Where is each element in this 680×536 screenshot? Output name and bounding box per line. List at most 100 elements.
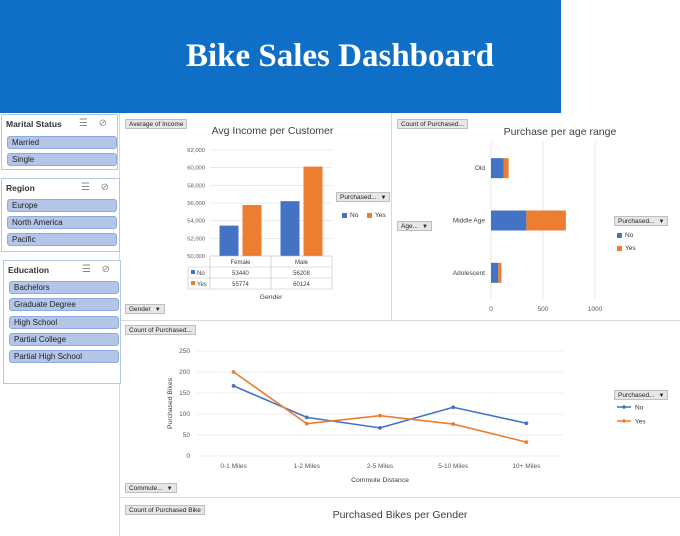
value-field-button[interactable]: Average of Income [125, 119, 188, 129]
slicer-multiselect-icon[interactable]: ☰ ⊘ [80, 182, 113, 193]
sheet-gridline [119, 320, 680, 321]
y-tick-label: 200 [179, 369, 190, 376]
data-point-no [451, 405, 456, 410]
legend-field-button[interactable]: Purchased... ▼ [614, 390, 669, 400]
slicer-item-pacific[interactable]: Pacific [7, 233, 117, 246]
legend-marker-no [622, 405, 626, 409]
bar-no-old [491, 158, 504, 179]
x-tick-label: 5-10 Miles [438, 463, 469, 470]
sheet-gridline [391, 113, 392, 320]
bar-no-female [219, 225, 239, 256]
chart-title: Purchase per age range [503, 126, 617, 138]
legend-field-button[interactable]: Purchased... ▼ [336, 192, 391, 202]
table-cell: 60124 [293, 282, 310, 288]
legend-field-label: Purchased... [618, 392, 655, 399]
y-tick-label: 60,000 [187, 166, 205, 172]
slicer-item-graduate-degree[interactable]: Graduate Degree [9, 298, 119, 311]
slicer-item-single[interactable]: Single [7, 153, 117, 166]
dropdown-icon: ▼ [166, 486, 173, 492]
slicer-title: Marital Status [6, 119, 62, 129]
dropdown-icon: ▼ [658, 219, 665, 225]
table-cell: 55774 [232, 282, 249, 288]
y-tick-label: 50 [183, 432, 191, 439]
marital-status-slicer: Marital Status ☰ ⊘ Married Single [1, 114, 118, 170]
data-point-yes [378, 413, 382, 418]
axis-field-button[interactable]: Gender ▼ [125, 304, 165, 314]
value-field-button[interactable]: Count of Purchased... [125, 325, 196, 335]
axis-field-button[interactable]: Commute... ▼ [125, 483, 177, 493]
slicer-title: Education [8, 265, 50, 275]
table-row-label: No [197, 271, 205, 277]
slicer-title: Region [6, 183, 35, 193]
legend-yes: Yes [617, 245, 636, 252]
bar-no-adolescent [491, 262, 499, 283]
data-point-no [524, 421, 529, 426]
y-tick-label: 52,000 [187, 236, 205, 242]
region-slicer: Region ☰ ⊘ Europe North America Pacific [1, 178, 120, 252]
legend-label: Yes [635, 419, 646, 426]
slicer-item-high-school[interactable]: High School [9, 316, 119, 329]
income-chart: 50,000 52,000 54,000 56,000 58,000 60,000 62,0… [187, 148, 333, 301]
axis-field-label: Commute... [129, 485, 163, 492]
legend-swatch [342, 212, 347, 218]
slicer-item-partial-college[interactable]: Partial College [9, 333, 119, 346]
axis-field-label: Age... [401, 223, 418, 230]
y-tick-label: 0 [186, 453, 190, 460]
slicer-item-partial-high-school[interactable]: Partial High School [9, 350, 119, 363]
age-chart: 0 500 1000 Old Middle Age Adolescent [453, 142, 603, 313]
y-tick-label: 54,000 [187, 219, 205, 225]
series-line-yes [233, 371, 527, 443]
y-category-label: Middle Age [453, 218, 486, 225]
table-legend-key [191, 270, 195, 274]
slicer-multiselect-icon[interactable]: ☰ ⊘ [81, 264, 114, 275]
dashboard-title: Bike Sales Dashboard [185, 38, 495, 74]
sheet-gridline [119, 497, 680, 498]
axis-field-button[interactable]: Age... ▼ [397, 221, 432, 231]
table-legend-key [191, 281, 195, 285]
slicer-item-europe[interactable]: Europe [7, 199, 117, 212]
table-row-label: Yes [197, 282, 207, 288]
slicer-clear-filter-icon[interactable]: ⊘ [98, 118, 111, 129]
bar-yes-male [303, 166, 323, 256]
y-tick-label: 50,000 [187, 254, 205, 260]
x-tick-label: 10+ Miles [512, 463, 541, 470]
x-tick-label: 0 [489, 306, 493, 313]
legend-marker-yes [622, 419, 626, 423]
bar-yes-female [242, 204, 262, 256]
slicer-clear-filter-icon[interactable]: ⊘ [100, 182, 113, 193]
table-header-male: Male [295, 260, 309, 266]
legend-field-button[interactable]: Purchased... ▼ [614, 216, 669, 226]
legend-label: No [350, 212, 359, 219]
value-field-button[interactable]: Count of Purchased Bike [125, 505, 205, 515]
legend-label: Yes [375, 212, 386, 219]
slicer-clear-filter-icon[interactable]: ⊘ [101, 264, 114, 275]
commute-legend: No Yes [617, 405, 646, 426]
chart-title: Purchased Bikes per Gender [332, 509, 468, 521]
value-field-button[interactable]: Count of Purchased... [397, 119, 468, 129]
y-tick-label: 62,000 [187, 148, 205, 154]
slicer-item-north-america[interactable]: North America [7, 216, 117, 229]
x-tick-label: 0-1 Miles [220, 463, 247, 470]
legend-field-label: Purchased... [340, 194, 377, 201]
axis-field-label: Gender [129, 306, 151, 313]
y-tick-label: 58,000 [187, 183, 205, 189]
bar-yes-middle-age [526, 210, 566, 231]
y-category-label: Adolescent [453, 270, 485, 277]
legend-label: No [625, 232, 634, 239]
slicer-item-bachelors[interactable]: Bachelors [9, 281, 119, 294]
y-category-label: Old [475, 165, 486, 172]
data-point-yes [451, 422, 456, 426]
series-line-no [233, 385, 527, 429]
slicer-multiselect-icon[interactable]: ☰ ⊘ [78, 118, 111, 129]
x-tick-label: 500 [538, 306, 549, 313]
y-tick-label: 150 [179, 390, 190, 397]
commute-chart: 0 50 100 150 200 250 0-1 Miles 1-2 Miles 2-5 Mil… [167, 348, 563, 484]
filter-icon: ▼ [154, 307, 161, 313]
education-slicer: Education ☰ ⊘ Bachelors Graduate Degree … [3, 260, 121, 384]
bar-no-male [280, 201, 300, 256]
legend-yes: Yes [367, 212, 386, 219]
legend-label: Yes [625, 245, 636, 252]
slicer-item-married[interactable]: Married [7, 136, 117, 149]
bar-yes-old [503, 158, 509, 179]
dropdown-icon: ▼ [658, 393, 665, 399]
